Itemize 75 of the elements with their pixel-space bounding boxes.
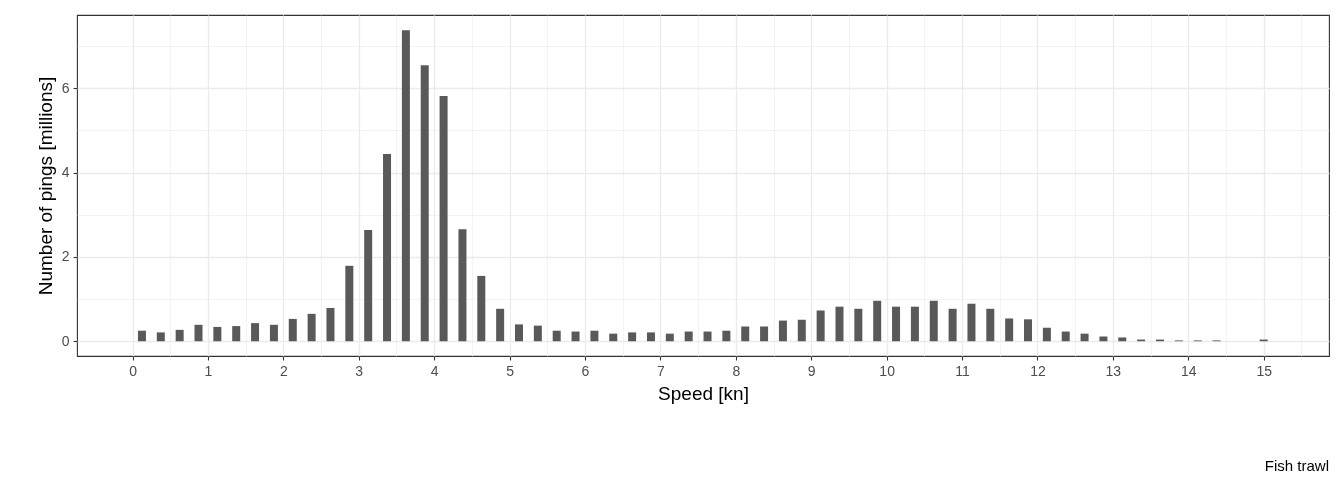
- bar: [1118, 337, 1127, 342]
- x-tick-label: 5: [506, 362, 515, 379]
- y-tick-label: 6: [61, 79, 70, 96]
- bar: [910, 306, 919, 342]
- y-tick-label: 0: [61, 332, 70, 349]
- x-tick-label: 0: [129, 362, 138, 379]
- y-tick-label: 4: [61, 164, 70, 181]
- bar: [477, 275, 486, 342]
- x-tick-label: 2: [279, 362, 288, 379]
- bar: [175, 329, 184, 342]
- bar: [778, 320, 787, 342]
- bar: [892, 306, 901, 342]
- bar: [194, 324, 203, 342]
- x-tick-label: 7: [656, 362, 665, 379]
- bar: [552, 330, 561, 342]
- bar: [137, 330, 146, 342]
- bar: [1061, 331, 1070, 342]
- x-axis-title: Speed [kn]: [658, 382, 749, 404]
- bar: [1042, 327, 1051, 342]
- bar: [232, 326, 241, 342]
- bar: [684, 331, 693, 342]
- bar: [797, 319, 806, 342]
- bar: [326, 307, 335, 342]
- bar: [760, 326, 769, 342]
- x-tick-label: 15: [1256, 362, 1273, 379]
- x-tick-label: 1: [204, 362, 213, 379]
- bar: [345, 265, 354, 342]
- bar: [873, 300, 882, 342]
- x-tick-label: 12: [1030, 362, 1046, 379]
- x-tick-label: 9: [807, 362, 816, 379]
- bar: [741, 326, 750, 342]
- bar: [665, 333, 674, 342]
- bar: [609, 333, 618, 342]
- x-tick-label: 8: [732, 362, 741, 379]
- bar: [401, 30, 410, 342]
- x-tick-label: 10: [879, 362, 896, 379]
- bar: [571, 331, 580, 342]
- bar: [288, 318, 297, 342]
- bar: [986, 308, 995, 342]
- bar: [590, 330, 599, 342]
- bar: [967, 303, 976, 342]
- bar: [854, 308, 863, 342]
- x-tick-label: 3: [355, 362, 364, 379]
- bar: [646, 332, 655, 342]
- x-tick-label: 14: [1180, 362, 1197, 379]
- bar: [1080, 333, 1089, 342]
- bar: [383, 154, 392, 342]
- bar: [1024, 319, 1033, 342]
- bar: [533, 325, 542, 342]
- bar: [496, 308, 505, 342]
- bar: [948, 308, 957, 342]
- y-tick-label: 2: [61, 248, 70, 265]
- bar: [1005, 318, 1014, 342]
- bar: [929, 300, 938, 342]
- bar: [364, 229, 373, 342]
- bar: [458, 229, 467, 342]
- x-tick-label: 11: [955, 362, 971, 379]
- x-tick-label: 4: [430, 362, 439, 379]
- bar: [703, 331, 712, 342]
- bar: [835, 306, 844, 342]
- bar: [213, 326, 222, 342]
- bar: [515, 324, 523, 342]
- bar: [816, 310, 825, 342]
- bar: [420, 65, 429, 342]
- x-tick-label: 6: [581, 362, 590, 379]
- bar: [439, 95, 448, 342]
- bar: [156, 332, 165, 342]
- bar: [628, 332, 637, 342]
- bar: [269, 324, 278, 342]
- bar: [251, 323, 260, 342]
- y-axis-title: Number of pings [millions]: [34, 76, 56, 296]
- bar: [722, 330, 731, 342]
- bar: [307, 313, 316, 342]
- text: Fish trawl: [1264, 457, 1329, 474]
- x-tick-label: 13: [1105, 362, 1122, 379]
